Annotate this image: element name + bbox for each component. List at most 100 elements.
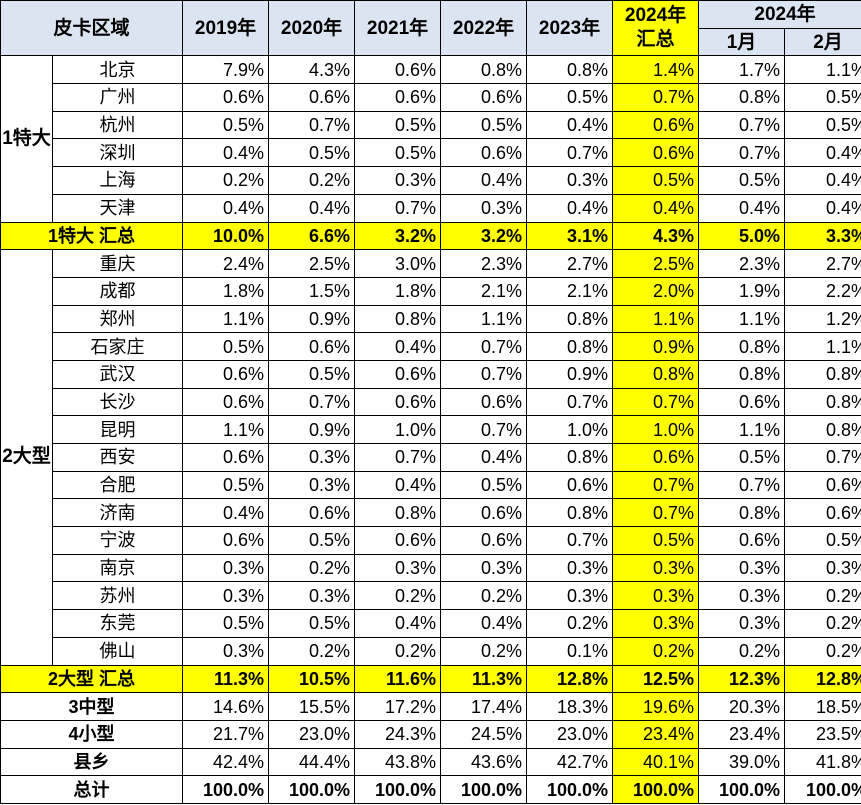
value-cell: 0.8% — [354, 304, 442, 334]
city-label: 杭州 — [51, 110, 184, 140]
value-cell: 0.8% — [784, 387, 861, 417]
total-row: 总计 100.0% 100.0% 100.0% 100.0% 100.0% 100.0% 10… — [0, 775, 861, 804]
value-cell: 5.0% — [698, 221, 786, 251]
value-cell: 21.7% — [182, 719, 270, 749]
table-row: 南京0.3%0.2%0.3%0.3%0.3%0.3%0.3%0.3% — [1, 553, 861, 583]
value-cell: 0.4% — [526, 193, 614, 223]
value-cell: 3.3% — [784, 221, 861, 251]
value-cell: 24.5% — [440, 719, 528, 749]
value-cell: 0.4% — [784, 193, 861, 223]
value-cell: 100.0% — [182, 775, 270, 804]
table-row: 济南0.4%0.6%0.8%0.6%0.8%0.7%0.8%0.6% — [1, 498, 861, 528]
value-cell: 10.0% — [182, 221, 270, 251]
value-cell: 0.5% — [612, 166, 700, 195]
value-cell: 100.0% — [354, 775, 442, 804]
value-cell: 2.1% — [526, 276, 614, 306]
value-cell: 0.6% — [268, 332, 356, 361]
value-cell: 0.5% — [698, 443, 786, 472]
table-row: 东莞0.5%0.5%0.4%0.4%0.2%0.3%0.3%0.2% — [1, 609, 861, 638]
value-cell: 1.7% — [698, 55, 786, 85]
value-cell: 0.6% — [612, 138, 700, 168]
group-summary-row: 2大型 汇总 11.3% 10.5% 11.6% 11.3% 12.8% 12.5% 12.3… — [0, 664, 861, 694]
value-cell: 12.3% — [698, 664, 786, 694]
group-label: 1特大 — [0, 55, 53, 223]
value-cell: 0.5% — [784, 110, 861, 140]
value-cell: 0.2% — [612, 636, 700, 666]
table-row: 广州0.6%0.6%0.6%0.6%0.5%0.7%0.8%0.5% — [1, 83, 861, 112]
value-cell: 17.4% — [440, 692, 528, 721]
table-row: 成都1.8%1.5%1.8%2.1%2.1%2.0%1.9%2.2% — [1, 276, 861, 306]
value-cell: 0.8% — [784, 415, 861, 444]
value-cell: 4.3% — [612, 221, 700, 251]
value-cell: 0.6% — [784, 470, 861, 500]
value-cell: 0.5% — [612, 526, 700, 555]
city-label: 天津 — [51, 193, 184, 223]
value-cell: 0.7% — [354, 443, 442, 472]
value-cell: 0.3% — [612, 609, 700, 638]
value-cell: 0.4% — [354, 470, 442, 500]
value-cell: 0.7% — [268, 387, 356, 417]
value-cell: 0.3% — [698, 609, 786, 638]
city-label: 昆明 — [51, 415, 184, 444]
summary-label: 2大型 汇总 — [0, 664, 184, 694]
value-cell: 0.6% — [354, 526, 442, 555]
value-cell: 43.6% — [440, 747, 528, 777]
value-cell: 0.3% — [354, 166, 442, 195]
header-2024-total: 2024年 汇总 — [612, 0, 700, 57]
value-cell: 0.9% — [526, 359, 614, 389]
value-cell: 0.8% — [526, 55, 614, 85]
city-label: 石家庄 — [51, 332, 184, 361]
value-cell: 10.5% — [268, 664, 356, 694]
value-cell: 0.6% — [440, 83, 528, 112]
header-month: 2月 — [784, 27, 861, 57]
value-cell: 1.9% — [698, 276, 786, 306]
value-cell: 1.0% — [526, 415, 614, 444]
value-cell: 1.4% — [612, 55, 700, 85]
value-cell: 0.2% — [440, 581, 528, 611]
value-cell: 2.5% — [612, 249, 700, 278]
value-cell: 0.4% — [182, 138, 270, 168]
value-cell: 0.9% — [268, 304, 356, 334]
value-cell: 0.6% — [268, 83, 356, 112]
value-cell: 0.8% — [698, 359, 786, 389]
value-cell: 0.5% — [354, 110, 442, 140]
value-cell: 1.1% — [784, 332, 861, 361]
value-cell: 19.6% — [612, 692, 700, 721]
value-cell: 0.7% — [612, 498, 700, 528]
header-year: 2023年 — [526, 0, 614, 57]
value-cell: 0.6% — [784, 498, 861, 528]
value-cell: 0.4% — [526, 110, 614, 140]
value-cell: 0.6% — [526, 470, 614, 500]
value-cell: 24.3% — [354, 719, 442, 749]
value-cell: 23.0% — [268, 719, 356, 749]
value-cell: 0.2% — [268, 636, 356, 666]
value-cell: 1.2% — [784, 304, 861, 334]
value-cell: 11.3% — [440, 664, 528, 694]
value-cell: 0.8% — [698, 498, 786, 528]
value-cell: 0.2% — [698, 636, 786, 666]
value-cell: 0.6% — [182, 83, 270, 112]
table-row: 西安0.6%0.3%0.7%0.4%0.8%0.6%0.5%0.7% — [1, 443, 861, 472]
value-cell: 0.2% — [354, 581, 442, 611]
value-cell: 1.1% — [698, 304, 786, 334]
value-cell: 1.8% — [182, 276, 270, 306]
value-cell: 18.3% — [526, 692, 614, 721]
row-label: 4小型 — [0, 719, 184, 749]
value-cell: 0.5% — [268, 138, 356, 168]
value-cell: 1.1% — [612, 304, 700, 334]
value-cell: 0.5% — [182, 110, 270, 140]
value-cell: 100.0% — [698, 775, 786, 804]
value-cell: 0.2% — [268, 166, 356, 195]
value-cell: 0.8% — [526, 443, 614, 472]
value-cell: 0.5% — [784, 526, 861, 555]
value-cell: 0.4% — [698, 193, 786, 223]
value-cell: 0.6% — [268, 498, 356, 528]
value-cell: 40.1% — [612, 747, 700, 777]
header-year: 2019年 — [182, 0, 270, 57]
value-cell: 100.0% — [526, 775, 614, 804]
value-cell: 2.7% — [784, 249, 861, 278]
header-2024-group: 2024年 — [698, 0, 861, 29]
